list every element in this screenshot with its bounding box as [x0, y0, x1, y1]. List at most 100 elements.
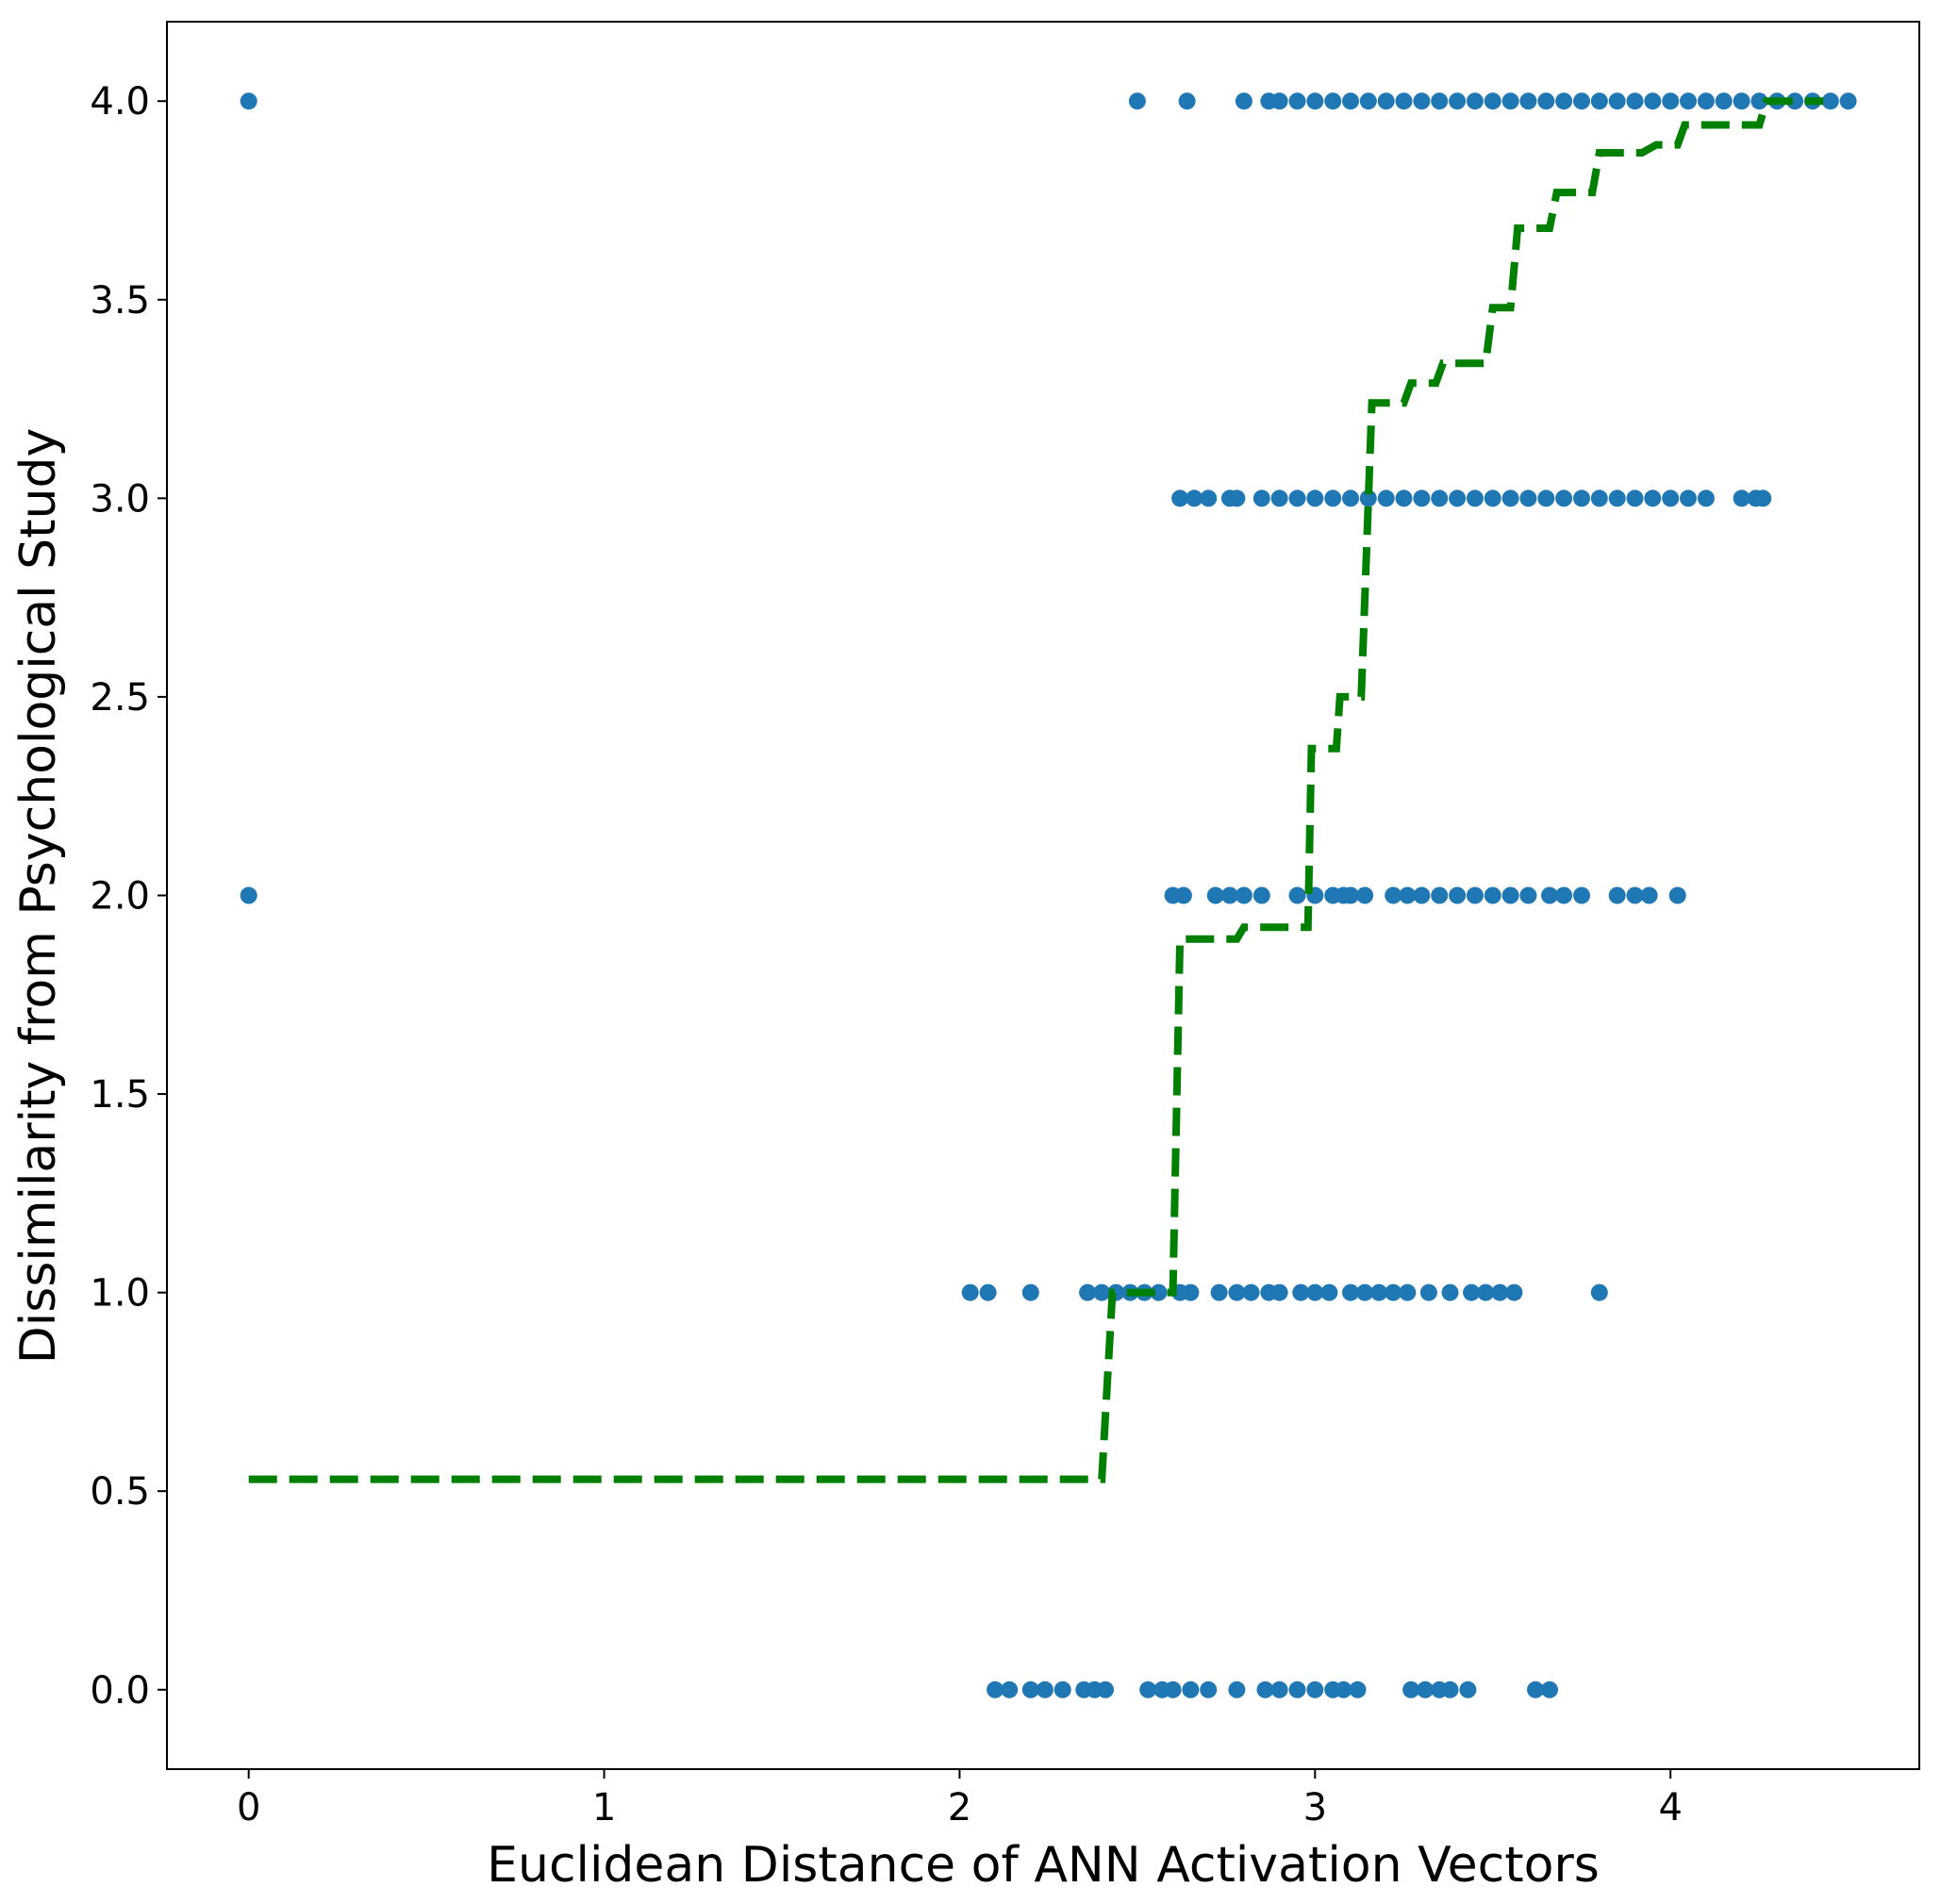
scatter-point [1306, 1680, 1324, 1698]
scatter-point [240, 886, 257, 904]
x-tick-label: 4 [1658, 1786, 1682, 1829]
scatter-point [1715, 92, 1733, 110]
scatter-point [1662, 489, 1680, 507]
scatter-point [1021, 1680, 1039, 1698]
scatter-point [1484, 92, 1501, 110]
scatter-point [1466, 489, 1484, 507]
scatter-point [1186, 489, 1203, 507]
scatter-point [1417, 1680, 1435, 1698]
scatter-point [1385, 1283, 1402, 1301]
y-tick-label: 1.5 [90, 1073, 150, 1117]
scatter-point [1413, 489, 1431, 507]
scatter-point [1270, 92, 1288, 110]
scatter-point [1377, 92, 1395, 110]
scatter-point [1253, 886, 1270, 904]
scatter-point [1342, 1283, 1359, 1301]
scatter-point [1320, 1283, 1338, 1301]
scatter-point [1431, 886, 1449, 904]
scatter-point [1680, 489, 1697, 507]
scatter-point [1626, 886, 1644, 904]
scatter-point [1053, 1680, 1071, 1698]
scatter-point [1097, 1680, 1114, 1698]
scatter-point [1359, 92, 1377, 110]
scatter-point [1573, 92, 1590, 110]
scatter-point [1573, 886, 1590, 904]
scatter-point [1210, 1283, 1228, 1301]
x-axis-label: Euclidean Distance of ANN Activation Vec… [487, 1837, 1600, 1894]
scatter-point [1174, 886, 1192, 904]
scatter-point [1079, 1283, 1097, 1301]
scatter-point [1733, 489, 1750, 507]
scatter-point [1519, 886, 1537, 904]
scatter-point [1644, 92, 1662, 110]
scatter-point [1171, 489, 1189, 507]
scatter-point [1608, 886, 1626, 904]
scatter-point [1253, 489, 1270, 507]
scatter-point [1139, 1680, 1157, 1698]
scatter-point [1541, 1680, 1558, 1698]
y-tick-label: 3.0 [90, 477, 150, 521]
scatter-point [1449, 886, 1467, 904]
scatter-point [1235, 886, 1253, 904]
scatter-point [1590, 92, 1608, 110]
scatter-point [1036, 1680, 1053, 1698]
scatter-point [1733, 92, 1750, 110]
scatter-point [1431, 92, 1449, 110]
scatter-point [1178, 92, 1196, 110]
scatter-point [1342, 886, 1359, 904]
scatter-point [1644, 489, 1662, 507]
scatter-point [1292, 1283, 1310, 1301]
scatter-point [1413, 886, 1431, 904]
scatter-point [1256, 1680, 1274, 1698]
scatter-point [1419, 1283, 1437, 1301]
scatter-point [1324, 489, 1342, 507]
scatter-point [1150, 1283, 1168, 1301]
x-tick-label: 2 [948, 1786, 971, 1829]
scatter-point [1335, 1680, 1352, 1698]
scatter-point [1590, 1283, 1608, 1301]
scatter-point [1182, 1283, 1200, 1301]
y-tick-label: 3.5 [90, 279, 150, 323]
scatter-point [1306, 489, 1324, 507]
scatter-point [1021, 1283, 1039, 1301]
scatter-point [1441, 1283, 1459, 1301]
scatter-point [1449, 92, 1467, 110]
scatter-point [1449, 489, 1467, 507]
scatter-point [961, 1283, 979, 1301]
scatter-point [1608, 92, 1626, 110]
scatter-point [1413, 92, 1431, 110]
scatter-point [1431, 489, 1449, 507]
scatter-point [1697, 489, 1715, 507]
scatter-point [1537, 92, 1555, 110]
scatter-point [1519, 489, 1537, 507]
scatter-point [1342, 489, 1359, 507]
scatter-point [1626, 92, 1644, 110]
scatter-point [1750, 92, 1768, 110]
scatter-point [1399, 886, 1417, 904]
scatter-point [1640, 886, 1658, 904]
y-tick-label: 4.0 [90, 80, 150, 124]
scatter-point [1270, 1283, 1288, 1301]
scatter-point [1377, 489, 1395, 507]
scatter-point [987, 1680, 1004, 1698]
scatter-point [1501, 489, 1519, 507]
plot-content [240, 92, 1857, 1698]
scatter-point [240, 92, 257, 110]
scatter-point [1228, 1283, 1246, 1301]
scatter-point [1228, 1680, 1246, 1698]
scatter-point [1668, 886, 1686, 904]
y-axis: 0.0 0.5 1.0 1.5 2.0 2.5 3.0 3.5 4.0 [90, 80, 167, 1713]
scatter-point [1505, 1283, 1523, 1301]
scatter-point [1220, 886, 1238, 904]
scatter-point [1786, 92, 1804, 110]
scatter-point [1626, 489, 1644, 507]
y-tick-label: 2.0 [90, 875, 150, 919]
scatter-point [1459, 1680, 1477, 1698]
scatter-point [1555, 489, 1573, 507]
scatter-point [1093, 1283, 1111, 1301]
scatter-point [1501, 92, 1519, 110]
scatter-point [1697, 92, 1715, 110]
scatter-point [1537, 489, 1555, 507]
scatter-point [1477, 1283, 1495, 1301]
